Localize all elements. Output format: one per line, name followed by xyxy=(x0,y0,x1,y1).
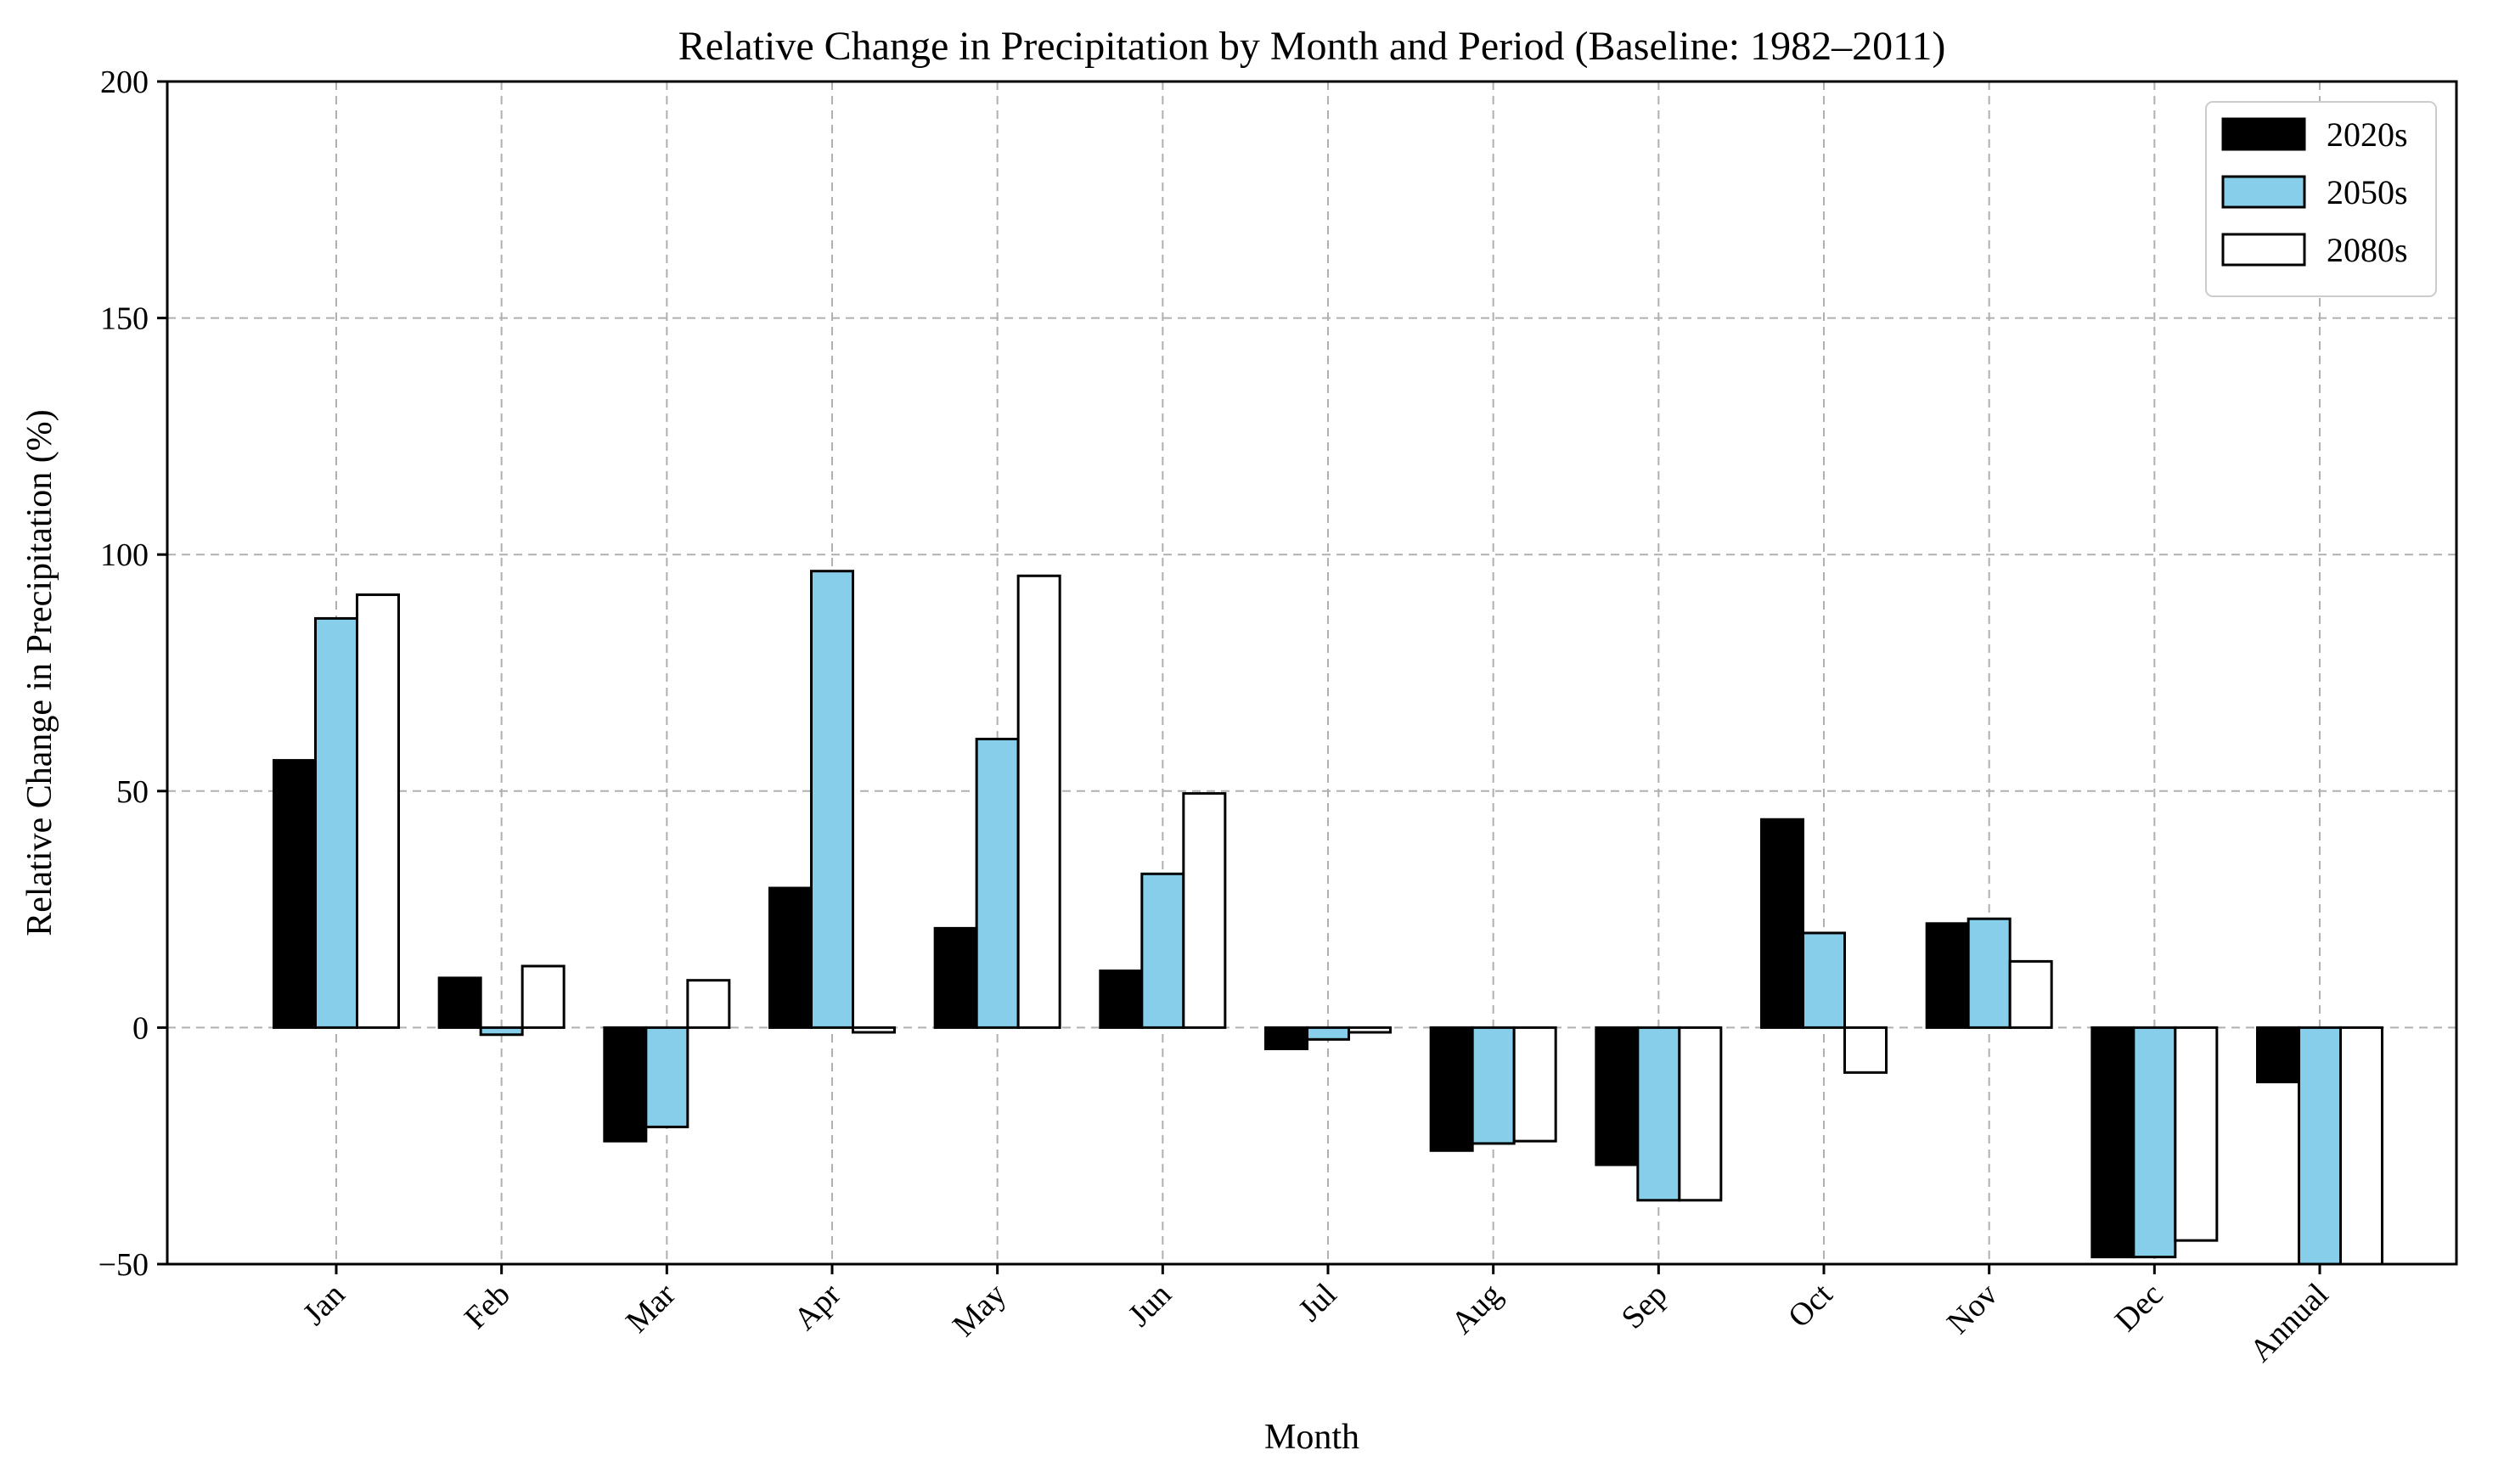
bar-2020s-Sep xyxy=(1595,1026,1640,1166)
bar-2050s-Annual xyxy=(2298,1026,2342,1266)
x-tick-label-nov: Nov xyxy=(1940,1277,2005,1341)
bar-2050s-Feb xyxy=(479,1026,524,1037)
bar-2080s-Annual xyxy=(2339,1026,2383,1266)
bar-2080s-Apr xyxy=(852,1026,896,1034)
bar-2050s-Jun xyxy=(1140,872,1185,1029)
bar-2080s-Jul xyxy=(1348,1026,1392,1034)
bar-2020s-Aug xyxy=(1429,1026,1474,1152)
x-tick-label-jun: Jun xyxy=(1122,1277,1179,1334)
bar-2050s-Aug xyxy=(1471,1026,1516,1145)
chart-title: Relative Change in Precipitation by Mont… xyxy=(678,24,1946,69)
x-tick-label-feb: Feb xyxy=(458,1277,517,1336)
x-ticks: Jan Feb Mar Apr May Jun Jul Aug Sep Oct Nov Dec Annu… xyxy=(296,1264,2336,1369)
bar-2050s-Dec xyxy=(2132,1026,2177,1259)
bar-2050s-Nov xyxy=(1967,917,2012,1029)
bar-2050s-Oct xyxy=(1802,931,1846,1029)
x-tick-label-apr: Apr xyxy=(787,1276,848,1337)
x-tick-label-mar: Mar xyxy=(619,1276,683,1340)
bar-2020s-Annual xyxy=(2256,1026,2300,1083)
x-tick-label-sep: Sep xyxy=(1615,1277,1674,1336)
bar-2080s-Nov xyxy=(2008,959,2053,1029)
bar-2020s-Apr xyxy=(768,886,813,1029)
y-tick-label: 200 xyxy=(100,65,149,100)
bar-2080s-Sep xyxy=(1678,1026,1723,1202)
legend-label-2080s: 2080s xyxy=(2327,231,2408,269)
legend-label-2020s: 2020s xyxy=(2327,115,2408,154)
bar-2050s-May xyxy=(975,738,1020,1029)
y-tick-label: 50 xyxy=(116,774,149,810)
y-tick-label: 150 xyxy=(100,301,149,337)
bar-2080s-Dec xyxy=(2174,1026,2219,1242)
bar-2020s-Jan xyxy=(273,759,317,1029)
bar-2020s-Jul xyxy=(1264,1026,1308,1050)
bar-2050s-Jan xyxy=(314,616,358,1029)
x-tick-label-dec: Dec xyxy=(2108,1277,2170,1339)
bar-2080s-May xyxy=(1016,574,1061,1029)
x-tick-label-jul: Jul xyxy=(1291,1277,1343,1329)
legend-swatch-2080s xyxy=(2221,233,2306,267)
x-tick-label-oct: Oct xyxy=(1781,1276,1840,1335)
y-tick-label: 0 xyxy=(132,1010,149,1046)
bar-2020s-May xyxy=(933,926,978,1029)
legend[interactable]: 2020s 2050s 2080s xyxy=(2205,101,2437,297)
bar-2020s-Jun xyxy=(1099,970,1144,1029)
bar-2080s-Mar xyxy=(686,979,731,1029)
bar-2050s-Sep xyxy=(1636,1026,1681,1202)
y-axis-label: Relative Change in Precipitation (%) xyxy=(20,409,59,936)
bar-2020s-Oct xyxy=(1760,818,1804,1029)
x-tick-label-may: May xyxy=(946,1277,1013,1344)
bar-2080s-Jan xyxy=(356,593,400,1029)
y-tick-label: 100 xyxy=(100,537,149,573)
bar-2050s-Jul xyxy=(1306,1026,1350,1041)
bar-2020s-Dec xyxy=(2090,1026,2135,1259)
bar-2020s-Feb xyxy=(437,976,482,1029)
bar-2080s-Jun xyxy=(1182,792,1227,1029)
legend-swatch-2020s xyxy=(2221,117,2306,151)
y-ticks: −50 0 50 100 150 200 xyxy=(98,65,167,1283)
y-tick-label: −50 xyxy=(98,1247,149,1283)
x-tick-label-jan: Jan xyxy=(296,1277,352,1333)
bar-2050s-Mar xyxy=(644,1026,689,1128)
bar-2080s-Aug xyxy=(1512,1026,1557,1143)
bar-2020s-Mar xyxy=(603,1026,648,1143)
bar-2050s-Apr xyxy=(810,570,854,1029)
x-tick-label-aug: Aug xyxy=(1444,1277,1509,1341)
x-axis-label: Month xyxy=(1264,1418,1359,1457)
legend-label-2050s: 2050s xyxy=(2327,173,2408,211)
plot-frame xyxy=(166,80,2458,1266)
bar-2080s-Feb xyxy=(520,964,566,1029)
bars xyxy=(273,570,2383,1266)
bar-2080s-Oct xyxy=(1843,1026,1888,1074)
legend-swatch-2050s xyxy=(2221,175,2306,209)
x-tick-label-annual: Annual xyxy=(2243,1277,2336,1369)
bar-2020s-Nov xyxy=(1925,922,1970,1029)
